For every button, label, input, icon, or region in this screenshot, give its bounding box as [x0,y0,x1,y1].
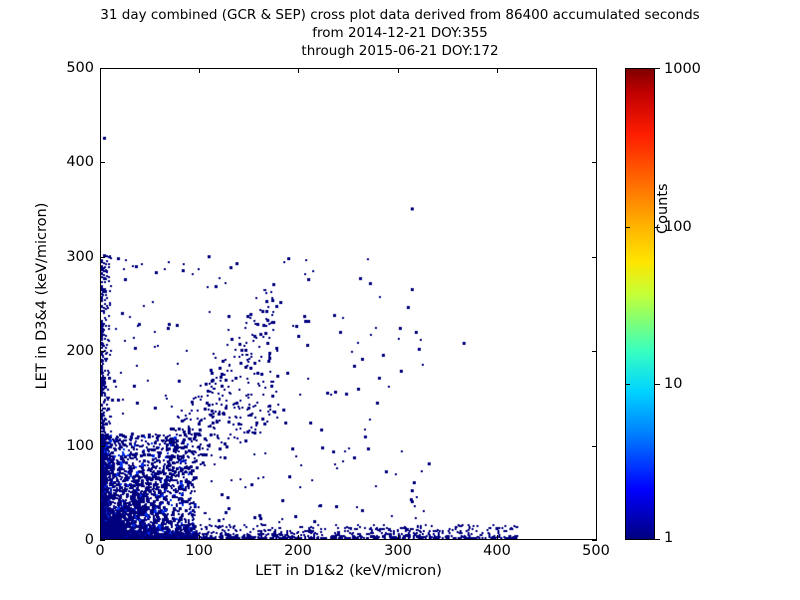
x-tick-100 [199,535,200,540]
x-tick-inner-500 [596,68,597,73]
y-tick-label-100: 100 [66,438,94,454]
x-tick-label-0: 0 [95,543,105,559]
y-tick-100 [100,446,105,447]
x-tick-inner-400 [497,68,498,73]
x-tick-label-100: 100 [185,543,213,559]
scatter-points-layer [101,69,596,539]
y-axis-label: LET in D3&4 (keV/micron) [34,202,50,390]
y-tick-inner-500 [592,68,597,69]
y-tick-label-0: 0 [84,532,94,548]
x-tick-label-300: 300 [384,543,412,559]
y-tick-label-200: 200 [66,343,94,359]
x-tick-300 [398,535,399,540]
y-tick-0 [100,540,105,541]
colorbar-tick-1 [655,539,660,540]
colorbar-label-100: 100 [664,219,692,235]
y-tick-inner-0 [592,540,597,541]
y-tick-inner-200 [592,351,597,352]
colorbar-label-10: 10 [664,376,683,392]
y-tick-label-500: 500 [66,60,94,76]
x-tick-400 [497,535,498,540]
scatter-plot-area [100,68,597,540]
y-tick-inner-100 [592,446,597,447]
x-tick-inner-100 [199,68,200,73]
colorbar-tick-1000 [655,68,660,69]
colorbar-label-1: 1 [664,530,674,546]
colorbar-title: Counts [655,183,671,234]
colorbar-tick-inner-100 [625,227,630,228]
x-tick-500 [596,535,597,540]
y-tick-300 [100,257,105,258]
y-tick-inner-400 [592,162,597,163]
x-tick-label-200: 200 [284,543,312,559]
x-tick-inner-0 [100,68,101,73]
x-tick-0 [100,535,101,540]
x-tick-label-500: 500 [582,543,610,559]
y-tick-400 [100,162,105,163]
colorbar-gradient [625,68,655,540]
colorbar-label-1000: 1000 [664,61,701,77]
y-tick-500 [100,68,105,69]
x-tick-inner-200 [298,68,299,73]
title-line-2: from 2014-12-21 DOY:355 [312,25,488,41]
chart-title: 31 day combined (GCR & SEP) cross plot d… [0,6,800,60]
colorbar: 1000 100 10 1 [625,61,701,546]
x-axis-label: LET in D1&2 (keV/micron) [255,563,442,579]
y-tick-inner-300 [592,257,597,258]
colorbar-tick-inner-10 [625,384,630,385]
x-tick-label-400: 400 [483,543,511,559]
title-line-3: through 2015-06-21 DOY:172 [301,43,499,59]
colorbar-tick-10 [655,384,660,385]
title-line-1: 31 day combined (GCR & SEP) cross plot d… [100,7,700,23]
x-tick-200 [298,535,299,540]
y-tick-200 [100,351,105,352]
y-tick-label-400: 400 [66,154,94,170]
y-tick-label-300: 300 [66,249,94,265]
x-tick-inner-300 [398,68,399,73]
colorbar-tick-100 [655,227,660,228]
